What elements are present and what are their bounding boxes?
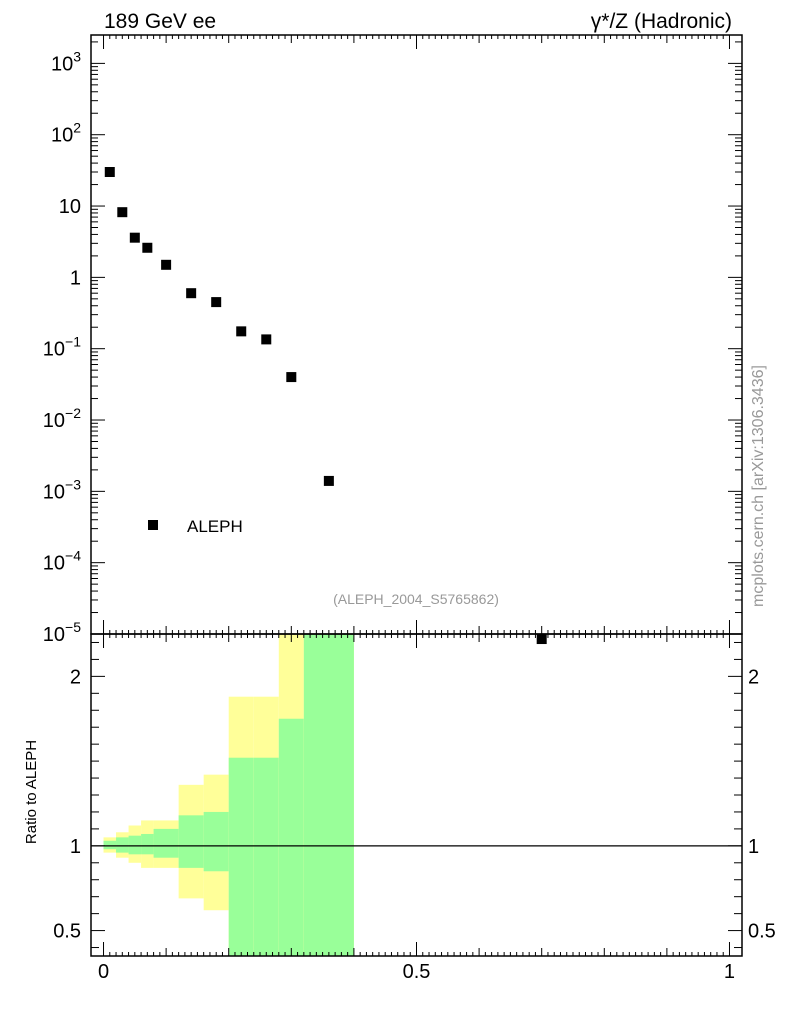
ratio-frame: 0 0.5 1 0.5 0.5 1 1 2 2 xyxy=(53,633,776,983)
ratio-band-inner-1 xyxy=(116,837,129,853)
main-y-tick-label: 1 xyxy=(70,267,81,289)
data-point xyxy=(142,242,153,253)
ratio-y-tick-label: 0.5 xyxy=(53,921,81,943)
main-y-tick-label: 10 xyxy=(59,196,81,218)
ratio-x-tick-label: 0 xyxy=(98,961,109,983)
main-y-tick-label: 10−4 xyxy=(43,548,81,575)
ratio-y-tick-label: 1 xyxy=(70,836,81,858)
main-y-tick-label: 10−1 xyxy=(43,334,81,361)
ratio-band-inner-7 xyxy=(228,757,254,956)
data-point xyxy=(286,372,297,383)
side-label: mcplots.cern.ch [arXiv:1306.3436] xyxy=(750,365,767,607)
ratio-band-inner-10 xyxy=(303,634,354,956)
ratio-y-tick-label-right: 2 xyxy=(748,666,759,688)
ratio-band-inner-6 xyxy=(203,811,229,872)
legend: ALEPH xyxy=(148,517,243,536)
legend-marker xyxy=(148,520,158,530)
data-point xyxy=(323,475,334,486)
ratio-band-inner-8 xyxy=(253,757,279,956)
ratio-x-tick-label: 0.5 xyxy=(403,961,431,983)
data-point xyxy=(117,207,128,218)
ratio-band-inner-4 xyxy=(153,828,179,858)
ratio-y-tick-label-right: 0.5 xyxy=(748,921,776,943)
ratio-band-inner-2 xyxy=(128,835,142,855)
header-left: 189 GeV ee xyxy=(104,10,216,33)
ratio-bands xyxy=(103,634,354,956)
data-point xyxy=(161,259,172,270)
analysis-label: (ALEPH_2004_S5765862) xyxy=(333,591,499,607)
ratio-band-inner-0 xyxy=(103,840,117,850)
ratio-band-inner-9 xyxy=(278,718,304,956)
data-point xyxy=(211,297,222,308)
main-y-tick-label: 102 xyxy=(51,120,81,147)
ratio-y-axis-label: Ratio to ALEPH xyxy=(23,740,40,844)
main-marks xyxy=(104,167,547,645)
main-frame-border xyxy=(90,34,743,635)
ratio-x-tick-label: 1 xyxy=(724,961,735,983)
main-y-tick-label: 10−3 xyxy=(43,476,81,503)
ratio-y-tick-label: 2 xyxy=(70,666,81,688)
data-point xyxy=(236,326,247,337)
header-right: γ*/Z (Hadronic) xyxy=(591,10,732,33)
ratio-band-inner-3 xyxy=(141,833,154,855)
main-y-tick-label: 10−5 xyxy=(43,619,81,646)
legend-label: ALEPH xyxy=(187,517,243,536)
ratio-y-tick-label-right: 1 xyxy=(748,836,759,858)
main-frame: 10−5 10−4 10−3 10−2 10−1 1 10 102 103 xyxy=(43,34,743,646)
main-y-tick-label: 103 xyxy=(51,48,81,75)
ratio-band-inner-5 xyxy=(178,815,204,868)
data-point xyxy=(186,288,197,299)
main-y-tick-label: 10−2 xyxy=(43,405,81,432)
data-point xyxy=(104,167,115,178)
data-point xyxy=(536,634,547,645)
data-point xyxy=(261,334,272,345)
data-point xyxy=(129,232,140,243)
